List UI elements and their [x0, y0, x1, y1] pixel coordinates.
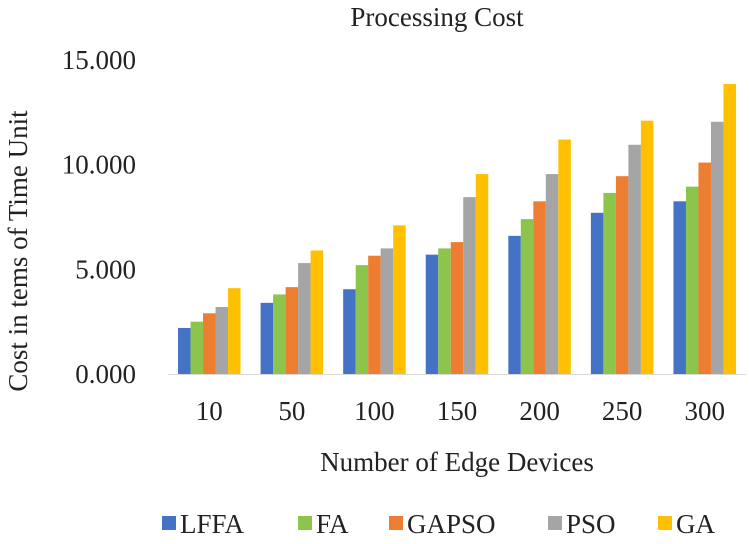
legend-swatch-fa: [298, 516, 312, 530]
bar-ga-10: [228, 288, 241, 374]
bar-pso-150: [463, 197, 476, 374]
bar-fa-100: [355, 265, 369, 374]
y-tick-label: 5.000: [75, 254, 136, 284]
bar-ga-100: [393, 225, 406, 374]
bar-lffa-10: [178, 327, 191, 374]
bar-fa-250: [603, 192, 616, 374]
bar-fa-200: [520, 219, 534, 374]
bar-pso-300: [710, 121, 724, 375]
bar-ga-200: [558, 139, 571, 374]
bar-fa-10: [190, 321, 204, 374]
x-tick-label: 100: [354, 396, 395, 426]
bar-lffa-100: [343, 289, 356, 374]
x-tick-label: 300: [684, 396, 725, 426]
bar-ga-250: [640, 120, 654, 374]
x-tick-label: 150: [437, 396, 478, 426]
bar-ga-300: [723, 84, 736, 374]
x-tick-label: 200: [519, 396, 560, 426]
legend-label-gapso: GAPSO: [407, 509, 496, 539]
y-tick-label: 15.000: [62, 45, 136, 75]
bar-lffa-250: [590, 212, 604, 374]
x-tick-label: 10: [196, 396, 223, 426]
bars-group: [178, 84, 736, 375]
bar-ga-50: [310, 250, 324, 374]
y-tick-label: 10.000: [62, 150, 136, 180]
legend-swatch-pso: [548, 516, 562, 530]
legend-label-pso: PSO: [566, 509, 616, 539]
legend-swatch-ga: [658, 516, 672, 530]
bar-pso-10: [215, 307, 229, 374]
bar-gapso-200: [533, 201, 546, 374]
x-tick-label: 250: [602, 396, 643, 426]
bar-pso-250: [628, 144, 641, 374]
bar-lffa-50: [260, 302, 274, 374]
bar-gapso-100: [368, 255, 381, 374]
legend-swatch-gapso: [389, 516, 403, 530]
x-axis-ticks: 10 50 100 150 200 250 300: [196, 396, 725, 426]
bar-fa-50: [273, 294, 286, 374]
y-axis-label: Cost in tems of Time Unit: [3, 110, 33, 392]
legend-swatch-lffa: [162, 516, 176, 530]
legend: LFFA FA GAPSO PSO GA: [162, 509, 715, 539]
bar-ga-150: [475, 174, 489, 374]
bar-fa-150: [438, 248, 451, 374]
y-tick-label: 0.000: [75, 359, 136, 389]
bar-gapso-10: [203, 313, 216, 374]
bar-gapso-50: [285, 287, 299, 374]
bar-pso-200: [545, 174, 559, 374]
legend-label-fa: FA: [316, 509, 349, 539]
bar-gapso-250: [615, 176, 629, 374]
bar-pso-50: [298, 263, 311, 374]
legend-label-lffa: LFFA: [180, 509, 245, 539]
x-tick-label: 50: [278, 396, 305, 426]
bar-fa-300: [685, 186, 699, 374]
x-axis-label: Number of Edge Devices: [320, 447, 594, 477]
chart-title: Processing Cost: [350, 2, 524, 32]
bar-lffa-300: [673, 201, 686, 374]
bar-pso-100: [380, 248, 394, 374]
bar-lffa-150: [425, 254, 439, 374]
bar-lffa-200: [508, 235, 521, 374]
bar-gapso-300: [698, 162, 711, 374]
bar-gapso-150: [450, 242, 464, 374]
legend-label-ga: GA: [676, 509, 715, 539]
y-axis-ticks: 0.000 5.000 10.000 15.000: [62, 45, 136, 389]
